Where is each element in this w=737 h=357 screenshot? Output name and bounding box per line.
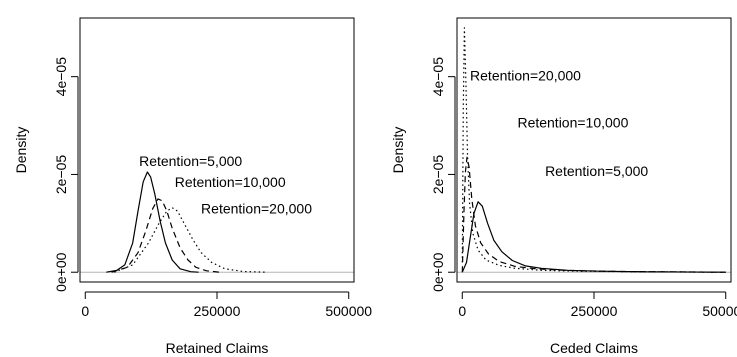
right-series-dotted <box>461 27 726 273</box>
left-series-solid <box>106 171 199 273</box>
right-y-tick-label: 2e−05 <box>430 155 446 195</box>
right-y-tick-label: 0e+00 <box>430 252 446 292</box>
left-x-tick-label: 0 <box>81 303 89 319</box>
right-x-tick-label: 250000 <box>571 303 618 319</box>
right-series-dashed <box>461 156 726 273</box>
right-y-axis: 0e+00 2e−05 4e−05 <box>430 57 456 292</box>
right-annotation: Retention=10,000 <box>517 114 628 130</box>
right-series-solid <box>461 201 726 273</box>
left-annotation: Retention=20,000 <box>201 200 312 216</box>
left-y-axis: 0e+00 2e−05 4e−05 <box>53 57 79 292</box>
left-y-tick-label: 4e−05 <box>53 57 69 97</box>
left-series-dotted <box>114 207 268 273</box>
retained-claims-panel: 0e+00 2e−05 4e−05 0 250000 500000 Retained Cla… <box>13 17 372 356</box>
left-y-tick-label: 0e+00 <box>53 252 69 292</box>
left-y-axis-title: Density <box>13 127 29 174</box>
right-y-axis-title: Density <box>390 127 406 174</box>
left-x-axis: 0 250000 500000 <box>81 291 372 319</box>
left-plot-frame <box>79 17 355 283</box>
left-annotation: Retention=5,000 <box>139 153 242 169</box>
left-y-tick-label: 2e−05 <box>53 155 69 195</box>
left-series-dashed <box>111 198 220 273</box>
right-x-axis: 0 250000 500000 <box>458 291 737 319</box>
right-x-tick-label: 500000 <box>702 303 737 319</box>
left-x-axis-title: Retained Claims <box>166 340 269 356</box>
left-x-tick-label: 250000 <box>194 303 241 319</box>
right-annotation: Retention=5,000 <box>545 163 648 179</box>
right-y-tick-label: 4e−05 <box>430 57 446 97</box>
left-annotation: Retention=10,000 <box>175 174 286 190</box>
right-x-tick-label: 0 <box>458 303 466 319</box>
ceded-claims-panel: 0e+00 2e−05 4e−05 0 250000 500000 Ceded Claims… <box>390 17 737 356</box>
left-x-tick-label: 500000 <box>325 303 372 319</box>
right-plot-frame <box>456 17 732 283</box>
right-x-axis-title: Ceded Claims <box>550 340 638 356</box>
right-annotation: Retention=20,000 <box>470 67 581 83</box>
